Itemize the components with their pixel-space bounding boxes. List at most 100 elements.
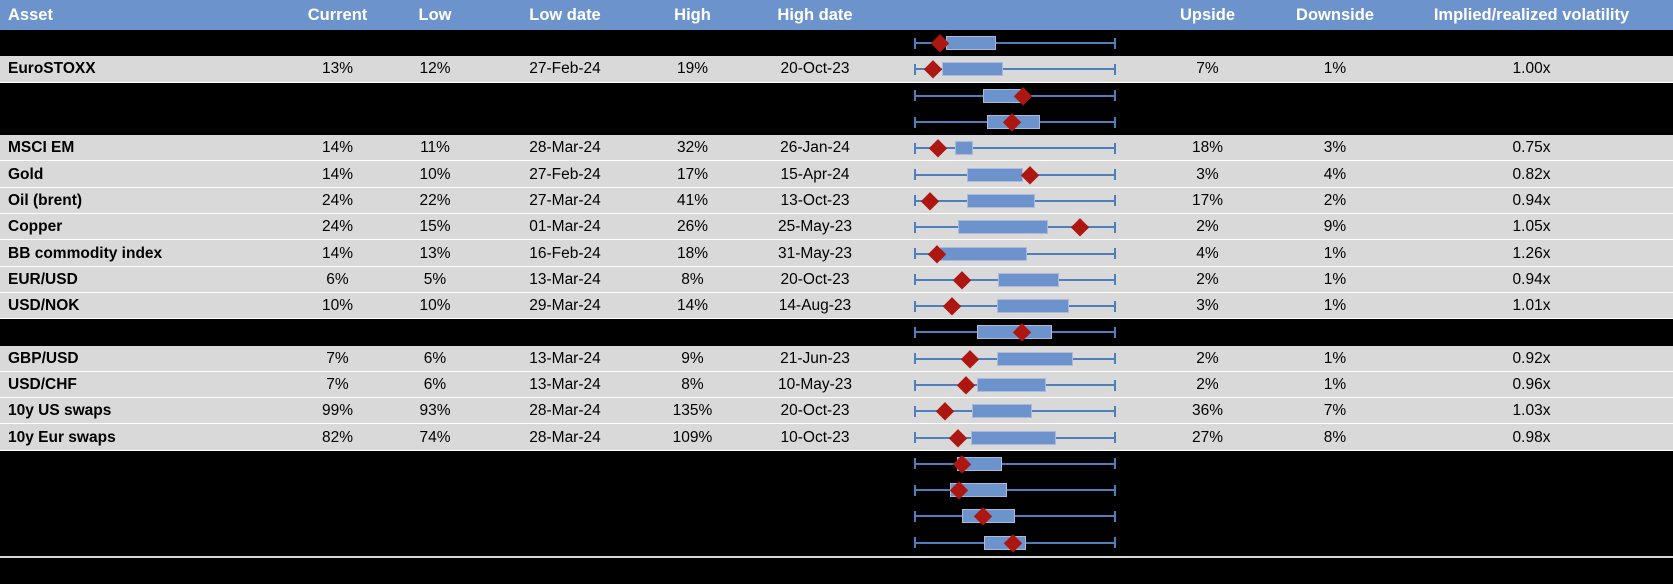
table-row[interactable]: 10y Eur swaps 82% 74% 28-Mar-24 109% 10-… (0, 424, 1673, 451)
ivrv-cell[interactable] (1390, 451, 1673, 477)
high-cell[interactable]: 17% (676, 165, 709, 183)
ivrv-cell[interactable] (1390, 477, 1673, 503)
current-cell[interactable] (285, 319, 390, 345)
low-cell[interactable] (390, 530, 480, 556)
high-date-cell[interactable]: 10-May-23 (777, 376, 853, 393)
high-date-cell[interactable] (735, 30, 895, 56)
low-cell[interactable]: 10% (419, 297, 451, 315)
low-date-cell[interactable]: 28-Mar-24 (529, 402, 601, 420)
upside-cell[interactable] (1135, 477, 1280, 503)
low-cell[interactable] (390, 109, 480, 135)
table-row-blackout[interactable] (0, 450, 1673, 478)
high-cell[interactable]: 41% (676, 191, 709, 209)
high-date-cell[interactable] (735, 477, 895, 503)
header-downside[interactable]: Downside (1296, 5, 1374, 24)
low-cell[interactable]: 5% (423, 270, 447, 288)
high-cell[interactable] (650, 451, 735, 477)
low-date-cell[interactable]: 13-Mar-24 (529, 270, 601, 288)
high-date-cell[interactable]: 26-Jan-24 (780, 139, 850, 157)
table-row[interactable]: USD/NOK 10% 10% 29-Mar-24 14% 14-Aug-23 … (0, 292, 1673, 320)
header-low-date[interactable]: Low date (529, 5, 601, 24)
downside-cell[interactable]: 9% (1323, 218, 1347, 236)
low-date-cell[interactable] (480, 30, 650, 56)
low-date-cell[interactable]: 27-Mar-24 (529, 191, 601, 209)
table-row-blackout[interactable] (0, 529, 1673, 556)
upside-cell[interactable]: 2% (1196, 218, 1219, 236)
low-date-cell[interactable] (480, 477, 650, 503)
low-date-cell[interactable]: 13-Mar-24 (529, 349, 601, 367)
high-date-cell[interactable]: 10-Oct-23 (780, 428, 850, 446)
asset-cell[interactable] (0, 477, 285, 503)
high-date-cell[interactable]: 15-Apr-24 (780, 165, 850, 183)
table-row[interactable]: BB commodity index 14% 13% 16-Feb-24 18%… (0, 240, 1673, 267)
current-cell[interactable]: 14% (321, 244, 354, 262)
header-upside[interactable]: Upside (1179, 5, 1235, 24)
header-low[interactable]: Low (418, 5, 452, 24)
upside-cell[interactable]: 17% (1191, 191, 1224, 209)
high-date-cell[interactable] (735, 109, 895, 135)
high-cell[interactable]: 8% (681, 376, 704, 393)
ivrv-cell[interactable] (1390, 109, 1673, 135)
current-cell[interactable]: 24% (321, 191, 354, 209)
low-cell[interactable] (390, 477, 480, 503)
downside-cell[interactable] (1280, 503, 1390, 529)
ivrv-cell[interactable] (1390, 30, 1673, 56)
ivrv-cell[interactable]: 0.82x (1512, 165, 1551, 183)
low-date-cell[interactable] (480, 319, 650, 345)
high-cell[interactable]: 32% (676, 139, 709, 157)
high-date-cell[interactable]: 20-Oct-23 (780, 60, 850, 78)
asset-cell[interactable] (0, 109, 285, 135)
downside-cell[interactable] (1280, 83, 1390, 109)
header-implied-realized-volatility[interactable]: Implied/realized volatility (1433, 5, 1630, 24)
asset-cell[interactable]: USD/CHF (8, 376, 77, 393)
table-row[interactable]: Copper 24% 15% 01-Mar-24 26% 25-May-23 2… (0, 214, 1673, 241)
high-cell[interactable] (650, 503, 735, 529)
high-cell[interactable]: 14% (676, 297, 709, 315)
downside-cell[interactable] (1280, 319, 1390, 345)
current-cell[interactable]: 99% (321, 402, 354, 420)
high-date-cell[interactable]: 20-Oct-23 (780, 402, 850, 420)
upside-cell[interactable] (1135, 109, 1280, 135)
table-row[interactable]: Oil (brent) 24% 22% 27-Mar-24 41% 13-Oct… (0, 187, 1673, 215)
low-cell[interactable]: 15% (419, 218, 451, 236)
low-date-cell[interactable] (480, 530, 650, 556)
low-date-cell[interactable]: 27-Feb-24 (529, 165, 601, 183)
header-high[interactable]: High (674, 5, 711, 24)
current-cell[interactable] (285, 109, 390, 135)
low-cell[interactable]: 11% (420, 139, 450, 157)
ivrv-cell[interactable]: 0.96x (1512, 376, 1551, 393)
downside-cell[interactable]: 8% (1323, 428, 1347, 446)
low-date-cell[interactable] (480, 503, 650, 529)
table-row[interactable]: GBP/USD 7% 6% 13-Mar-24 9% 21-Jun-23 2% … (0, 345, 1673, 372)
upside-cell[interactable]: 3% (1196, 297, 1219, 315)
ivrv-cell[interactable]: 1.26x (1512, 244, 1551, 262)
upside-cell[interactable]: 2% (1196, 349, 1219, 367)
high-cell[interactable] (650, 319, 735, 345)
low-cell[interactable] (390, 30, 480, 56)
high-date-cell[interactable] (735, 503, 895, 529)
current-cell[interactable]: 14% (321, 139, 354, 157)
low-cell[interactable] (390, 451, 480, 477)
ivrv-cell[interactable]: 1.01x (1512, 297, 1551, 315)
downside-cell[interactable]: 1% (1323, 349, 1347, 367)
upside-cell[interactable]: 3% (1196, 165, 1219, 183)
high-cell[interactable] (650, 83, 735, 109)
high-cell[interactable]: 26% (676, 218, 709, 236)
low-cell[interactable]: 74% (419, 428, 451, 446)
upside-cell[interactable]: 18% (1191, 139, 1224, 157)
low-date-cell[interactable]: 29-Mar-24 (529, 297, 601, 315)
ivrv-cell[interactable]: 0.94x (1512, 191, 1551, 209)
ivrv-cell[interactable]: 0.75x (1512, 139, 1551, 157)
high-cell[interactable] (650, 477, 735, 503)
table-row[interactable]: USD/CHF 7% 6% 13-Mar-24 8% 10-May-23 2% … (0, 371, 1673, 399)
upside-cell[interactable] (1135, 30, 1280, 56)
asset-cell[interactable] (0, 503, 285, 529)
current-cell[interactable]: 24% (321, 218, 354, 236)
asset-cell[interactable] (0, 451, 285, 477)
high-cell[interactable]: 19% (676, 60, 709, 78)
low-date-cell[interactable]: 28-Mar-24 (529, 428, 601, 446)
low-date-cell[interactable] (480, 451, 650, 477)
header-current[interactable]: Current (307, 5, 368, 24)
current-cell[interactable]: 10% (321, 297, 354, 315)
current-cell[interactable] (285, 30, 390, 56)
